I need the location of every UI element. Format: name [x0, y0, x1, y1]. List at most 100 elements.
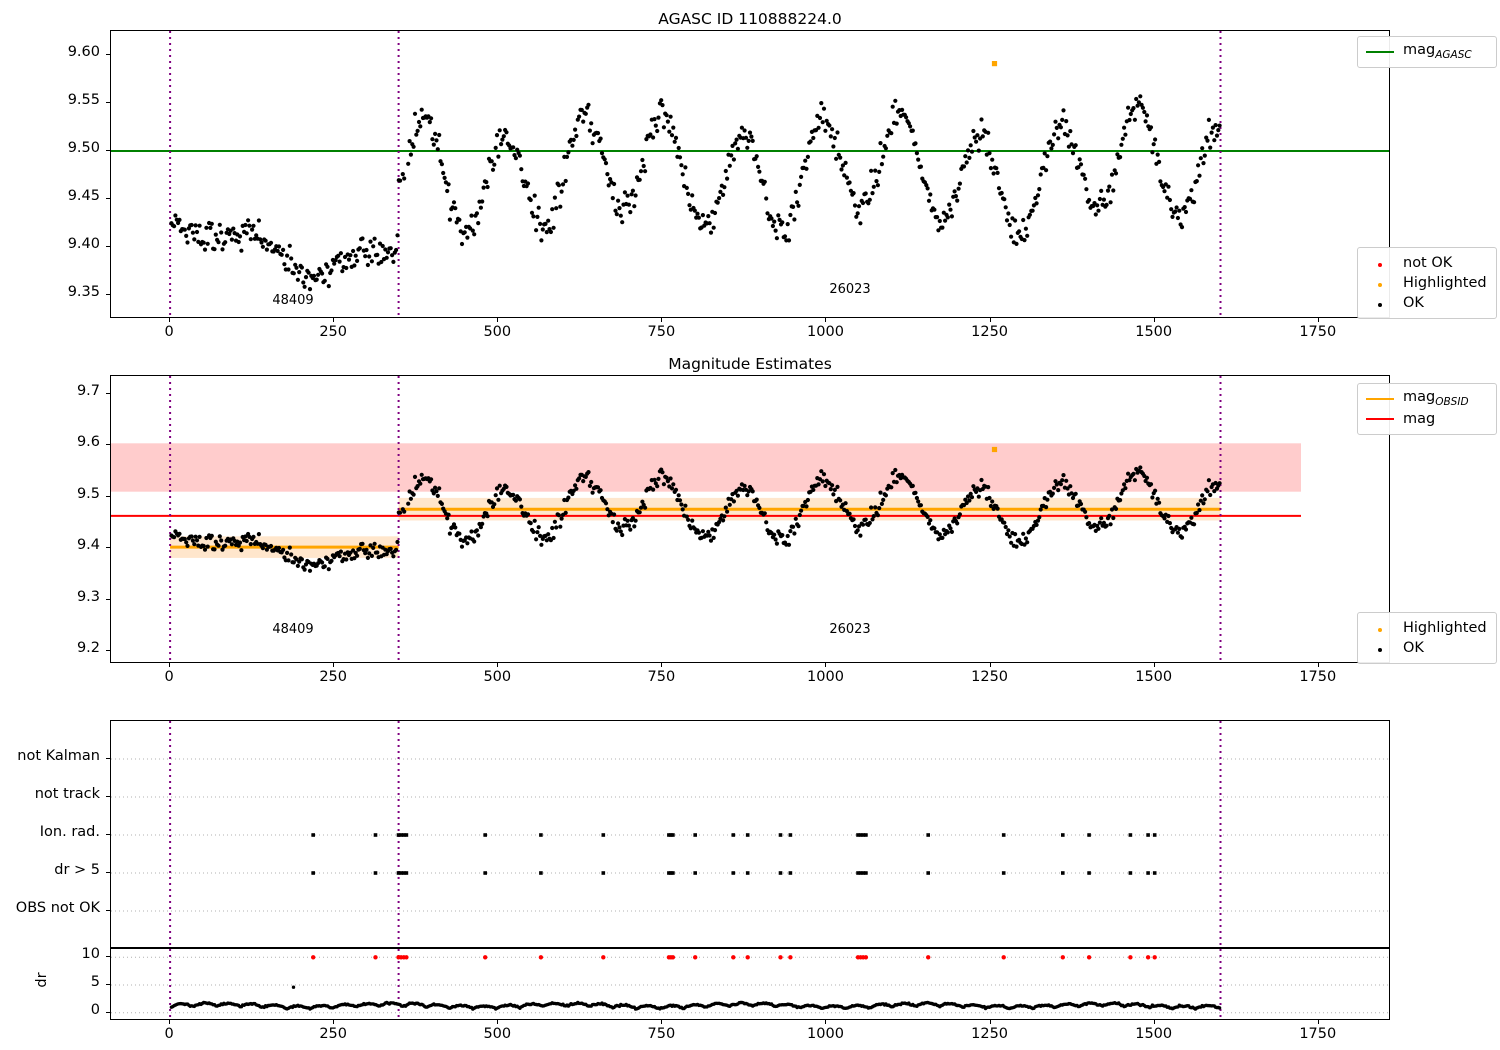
panel1-xtick-mark: [1317, 318, 1319, 322]
legend-label-not-ok: not OK: [1403, 255, 1453, 271]
panel2-ytick-label: 9.7: [76, 383, 100, 399]
panel2-scatter-highlighted: [991, 446, 998, 453]
panel1-scatter-ok: [169, 94, 1222, 292]
panel1-ytick-mark: [106, 54, 110, 55]
legend-label-mag: mag: [1403, 411, 1436, 427]
panel2-obsid-annotation-26023: 26023: [829, 622, 871, 637]
panel2-xtick-label: 250: [319, 669, 348, 685]
panel3-xtick-label: 1500: [1135, 1026, 1173, 1042]
panel1-ytick-label: 9.45: [67, 188, 100, 204]
panel1-xtick-label: 750: [647, 324, 676, 340]
legend-item-not-ok[interactable]: not OK: [1366, 253, 1488, 273]
panel1-obsid-annotation-48409: 48409: [272, 293, 314, 308]
panel3-row-tick-0: [106, 758, 110, 759]
panel2-ytick-mark: [106, 547, 110, 549]
panel2-legend-bottom[interactable]: Highlighted OK: [1357, 612, 1497, 664]
green-line-swatch-icon: [1366, 51, 1394, 53]
panel3-row-tick-4: [106, 910, 110, 911]
panel3-dr-axes: [110, 948, 1390, 1020]
legend-item-highlighted-2[interactable]: Highlighted: [1366, 618, 1488, 638]
panel3-row-tick-3: [106, 872, 110, 873]
panel3-xtick-mark: [661, 1020, 663, 1024]
panel2-xtick-mark: [661, 663, 663, 667]
panel3-flag-markers: [311, 833, 1157, 875]
panel2-ytick-mark: [106, 650, 110, 652]
red-dot-swatch-icon: [1366, 253, 1394, 273]
panel1-ytick-mark: [106, 150, 110, 151]
panel1-ytick-label: 9.35: [67, 284, 100, 300]
panel3-xtick-label: 1250: [971, 1026, 1009, 1042]
legend-sub-obsid: OBSID: [1435, 395, 1469, 408]
panel1-legend-bottom[interactable]: not OK Highlighted OK: [1357, 247, 1497, 319]
panel1-obsid-annotation-26023: 26023: [829, 282, 871, 297]
panel1-xtick-mark: [989, 318, 991, 322]
panel1-xtick-label: 1000: [807, 324, 844, 340]
dr-scatter-clipped: [311, 955, 1157, 960]
orange-dot-swatch-icon: [1366, 273, 1394, 293]
panel3-xtick-label: 250: [319, 1026, 348, 1042]
red-line-swatch-icon: [1366, 418, 1394, 420]
black-dot-swatch-icon: [1366, 638, 1394, 658]
orange-line-swatch-icon: [1366, 398, 1394, 400]
panel2-legend-top[interactable]: magOBSID mag: [1357, 383, 1497, 435]
legend-item-mag-obsid[interactable]: magOBSID: [1366, 389, 1488, 409]
panel1-xtick-label: 0: [164, 324, 174, 340]
panel1-legend-top[interactable]: magAGASC: [1357, 36, 1497, 68]
panel2-xtick-mark: [1153, 663, 1155, 667]
panel2-xtick-label: 1250: [971, 669, 1009, 685]
legend-item-ok[interactable]: OK: [1366, 293, 1488, 313]
panel3-row-label-1: not track: [34, 786, 100, 802]
panel2-xtick-mark: [497, 663, 499, 667]
panel2-ytick-label: 9.5: [76, 485, 100, 502]
panel2-scatter-ok: [169, 465, 1222, 573]
panel1-xtick-mark: [169, 318, 171, 322]
legend-label-highlighted-2: Highlighted: [1403, 620, 1487, 636]
panel3-flags-canvas: [111, 721, 1389, 947]
panel2-xtick-mark: [989, 663, 991, 667]
legend-item-highlighted[interactable]: Highlighted: [1366, 273, 1488, 293]
panel2-obsid-annotation-48409: 48409: [272, 622, 314, 637]
legend-item-mag[interactable]: mag: [1366, 409, 1488, 429]
panel2-ytick-mark: [106, 393, 110, 394]
panel2-title: Magnitude Estimates: [668, 355, 832, 373]
legend-item-ok-2[interactable]: OK: [1366, 638, 1488, 658]
panel1-canvas: [111, 31, 1389, 317]
panel3-xtick-mark: [497, 1020, 499, 1024]
legend-label-ok: OK: [1403, 295, 1424, 311]
mag-sigma-band: [111, 443, 1301, 492]
panel2-xtick-mark: [1317, 663, 1319, 667]
panel3-row-label-3: dr > 5: [54, 862, 100, 878]
dr-ytick-label-2: 0: [90, 1001, 100, 1018]
panel1-xtick-mark: [661, 318, 663, 322]
legend-label-mag-agasc: magAGASC: [1403, 41, 1472, 61]
panel3-row-label-2: Ion. rad.: [39, 824, 100, 840]
panel1-axes: [110, 30, 1390, 318]
panel3-xtick-mark: [825, 1020, 827, 1024]
panel3-dr-canvas: [111, 949, 1389, 1019]
panel3-row-tick-2: [106, 834, 110, 835]
legend-label-highlighted: Highlighted: [1403, 275, 1487, 291]
orange-dot-swatch-icon: [1366, 618, 1394, 638]
dr-ytick-mark-2: [106, 1011, 110, 1013]
dr-ytick-mark-0: [106, 956, 110, 958]
panel2-xtick-mark: [169, 663, 171, 667]
panel1-xtick-label: 1750: [1299, 324, 1337, 340]
panel1-xtick-label: 500: [483, 324, 512, 340]
legend-label-ok-2: OK: [1403, 640, 1424, 656]
dr-ytick-label-1: 5: [90, 974, 100, 990]
panel2-xtick-label: 1000: [807, 669, 844, 685]
panel2-xtick-label: 0: [164, 669, 174, 685]
legend-label-mag-obsid: magOBSID: [1403, 388, 1469, 408]
panel1-ytick-mark: [106, 198, 110, 199]
panel2-xtick-label: 1750: [1299, 669, 1337, 685]
panel2-ytick-label: 9.3: [76, 588, 100, 605]
panel2-xtick-label: 750: [647, 669, 676, 685]
panel1-xtick-mark: [1153, 318, 1155, 322]
panel1-ytick-label: 9.50: [67, 140, 100, 156]
panel1-xtick-label: 1250: [971, 324, 1009, 340]
panel2-ytick-label: 9.2: [76, 640, 100, 657]
legend-item-mag-agasc[interactable]: magAGASC: [1366, 42, 1488, 62]
panel3-xtick-label: 500: [483, 1026, 512, 1042]
legend-sub-agasc: AGASC: [1435, 48, 1472, 61]
dr-axis-label: dr: [34, 972, 50, 988]
